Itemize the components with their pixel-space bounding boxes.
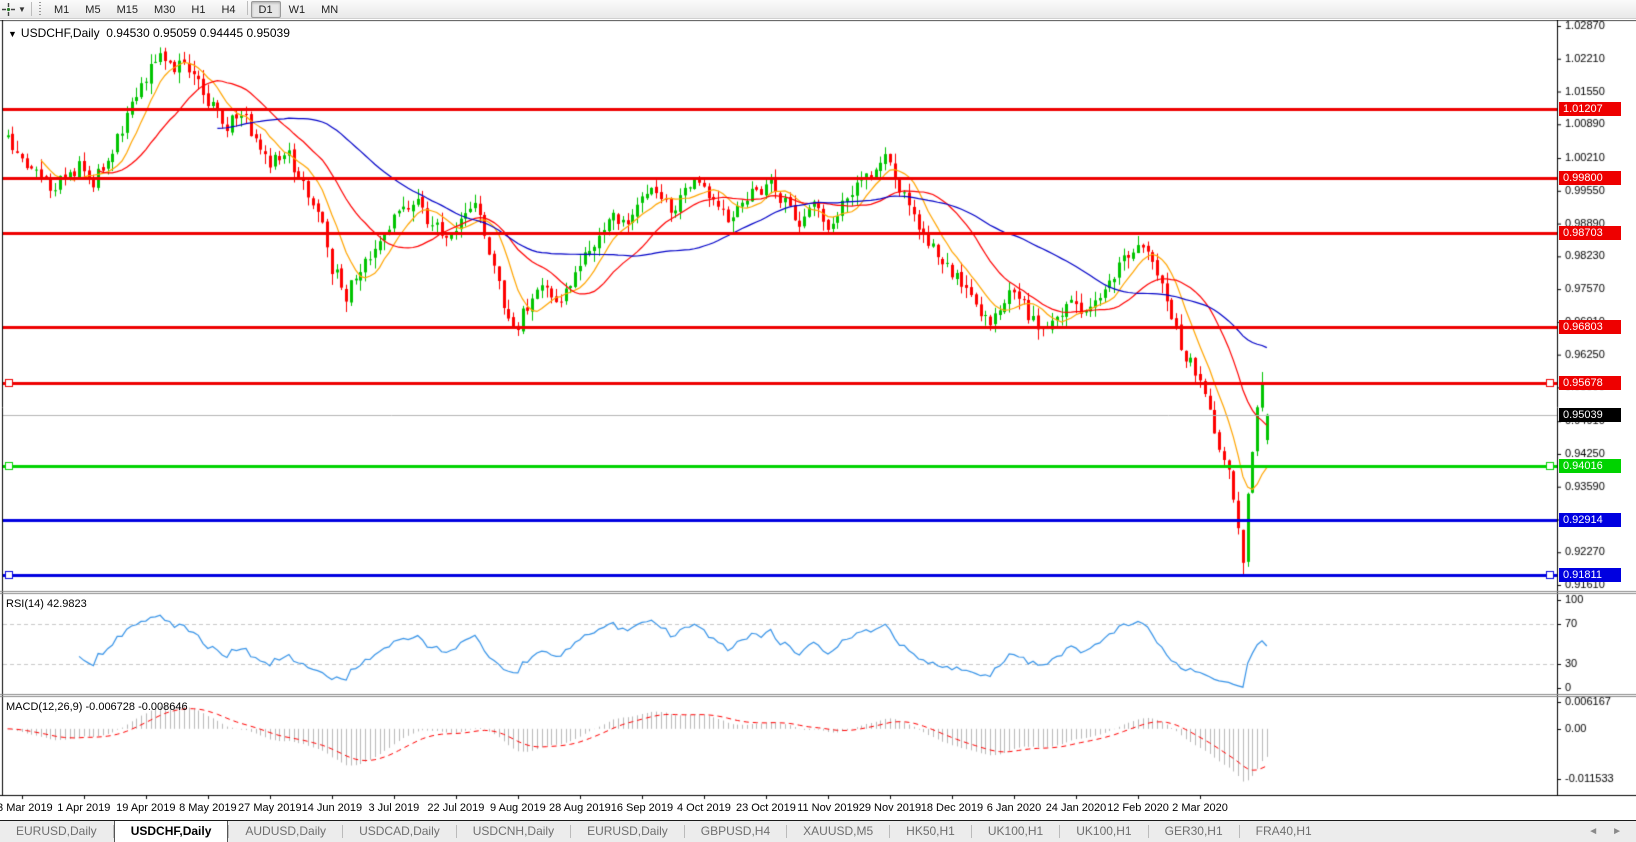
date-axis-label: 18 Dec 2019 [920,802,984,814]
timeframe-button-h1[interactable]: H1 [191,3,206,16]
toolbar-separator [31,2,32,16]
tab-separator [455,825,457,838]
timeframe-button-mn[interactable]: MN [321,3,339,16]
chart-title: ▼ USDCHF,Daily 0.94530 0.95059 0.94445 0.… [8,26,290,40]
timeframe-buttons: M1 M5 M15 M30 H1 H4 D1 W1 MN [46,0,346,18]
tab-separator [889,825,891,838]
chart-tab-eurusd-daily[interactable]: EURUSD,Daily [16,824,97,838]
tab-separator [112,825,114,838]
tab-scroll-right-icon[interactable]: ► [1612,826,1622,837]
tab-separator [1147,825,1149,838]
tab-separator [1059,825,1061,838]
date-axis-label: 14 Jun 2019 [301,802,363,814]
timeframe-button-h4[interactable]: H4 [221,3,236,16]
hline-price-tag[interactable]: 0.96803 [1559,320,1621,335]
hline-price-tag[interactable]: 0.91811 [1559,568,1621,583]
tab-separator [228,825,230,838]
timeframe-button-m5[interactable]: M5 [85,3,101,16]
tab-separator [786,825,788,838]
chart-tab-eurusd-daily[interactable]: EURUSD,Daily [587,824,668,838]
timeframe-button-d1[interactable]: D1 [250,0,281,18]
macd-indicator-label: MACD(12,26,9) -0.006728 -0.008646 [6,701,188,713]
toolbar-grip-handle[interactable] [38,2,43,16]
date-axis-label: 29 Nov 2019 [858,802,922,814]
date-axis-label: 27 May 2019 [238,802,302,814]
date-axis-label: 4 Oct 2019 [676,802,731,814]
tab-separator [570,825,572,838]
ohlc-close: 0.95039 [246,26,290,40]
hline-price-tag[interactable]: 0.92914 [1559,513,1621,528]
chart-tab-uk100-h1[interactable]: UK100,H1 [1076,824,1132,838]
chart-tab-hk50-h1[interactable]: HK50,H1 [906,824,955,838]
rsi-name: RSI(14) [6,598,44,610]
date-axis-label: 28 Aug 2019 [548,802,611,814]
ohlc-high: 0.95059 [153,26,197,40]
chart-tabs: EURUSD,Daily USDCHF,Daily AUDUSD,Daily USDC… [0,821,1328,842]
timeframe-button-w1[interactable]: W1 [288,3,306,16]
timeframe-toolbar: ▼ M1 M5 M15 M30 H1 H4 D1 W1 MN [0,0,1636,19]
date-axis-label: 8 May 2019 [179,802,237,814]
chart-tab-usdchf-daily[interactable]: USDCHF,Daily [113,821,229,842]
tab-scroll-left-icon[interactable]: ◄ [1588,826,1599,837]
date-axis-label: 3 Jul 2019 [368,802,420,814]
chart-tab-uk100-h1[interactable]: UK100,H1 [987,824,1044,838]
timeframe-button-m1[interactable]: M1 [54,3,70,16]
collapse-triangle-icon[interactable]: ▼ [8,29,17,39]
date-axis-label: 16 Sep 2019 [610,802,674,814]
hline-price-tag[interactable]: 0.95678 [1559,376,1621,391]
rsi-current-value: 42.9823 [46,598,87,610]
date-axis-label: 19 Apr 2019 [116,802,176,814]
chart-tab-fra40-h1[interactable]: FRA40,H1 [1255,824,1312,838]
macd-current-value: -0.006728 [85,701,136,713]
tab-separator [1238,825,1240,838]
macd-signal-current-value: -0.008646 [138,701,188,713]
chart-tab-gbpusd-h4[interactable]: GBPUSD,H4 [700,824,771,838]
macd-name: MACD(12,26,9) [6,701,83,713]
chart-tab-xauusd-m5[interactable]: XAUUSD,M5 [803,824,874,838]
current-price-tag[interactable]: 0.95039 [1559,407,1621,422]
date-axis-label: 9 Aug 2019 [490,802,546,814]
crosshair-icon[interactable] [0,2,16,17]
date-axis-label: 2 Mar 2020 [1172,802,1228,814]
date-axis-label: 23 Oct 2019 [735,802,796,814]
date-axis-label: 6 Jan 2020 [986,802,1042,814]
date-axis-label: 13 Mar 2019 [0,802,53,814]
hline-price-tag[interactable]: 1.01207 [1559,101,1621,116]
chart-tab-usdcad-daily[interactable]: USDCAD,Daily [359,824,440,838]
hline-price-tag[interactable]: 0.98703 [1559,225,1621,240]
price-chart-canvas[interactable] [0,20,1636,822]
date-axis-label: 22 Jul 2019 [427,802,485,814]
chart-tab-usdcnh-daily[interactable]: USDCNH,Daily [472,824,555,838]
ohlc-open: 0.94530 [106,26,150,40]
chart-tab-audusd-daily[interactable]: AUDUSD,Daily [245,824,327,838]
hline-price-tag[interactable]: 0.94016 [1559,458,1621,473]
date-axis-label: 1 Apr 2019 [57,802,111,814]
rsi-indicator-label: RSI(14) 42.9823 [6,598,87,610]
tab-separator [342,825,344,838]
tab-separator [970,825,972,838]
chart-tab-ger30-h1[interactable]: GER30,H1 [1164,824,1223,838]
ohlc-low: 0.94445 [199,26,244,40]
chart-window: ▼ USDCHF,Daily 0.94530 0.95059 0.94445 0.… [0,20,1636,822]
date-axis-label: 12 Feb 2020 [1107,802,1169,814]
chart-tab-bar: EURUSD,Daily USDCHF,Daily AUDUSD,Daily USDC… [0,820,1636,842]
toolbar-dropdown-caret-icon[interactable]: ▼ [18,4,26,14]
timeframe-button-m15[interactable]: M15 [116,3,138,16]
toolbar-separator [246,0,248,15]
tab-separator [683,825,685,838]
timeframe-button-m30[interactable]: M30 [153,3,176,16]
date-axis-label: 11 Nov 2019 [797,802,859,814]
date-axis-label: 24 Jan 2020 [1045,802,1107,814]
tab-scroll-nav: ◄ ► [1588,821,1636,842]
chart-symbol-label: USDCHF,Daily [20,26,100,40]
hline-price-tag[interactable]: 0.99800 [1559,171,1621,186]
